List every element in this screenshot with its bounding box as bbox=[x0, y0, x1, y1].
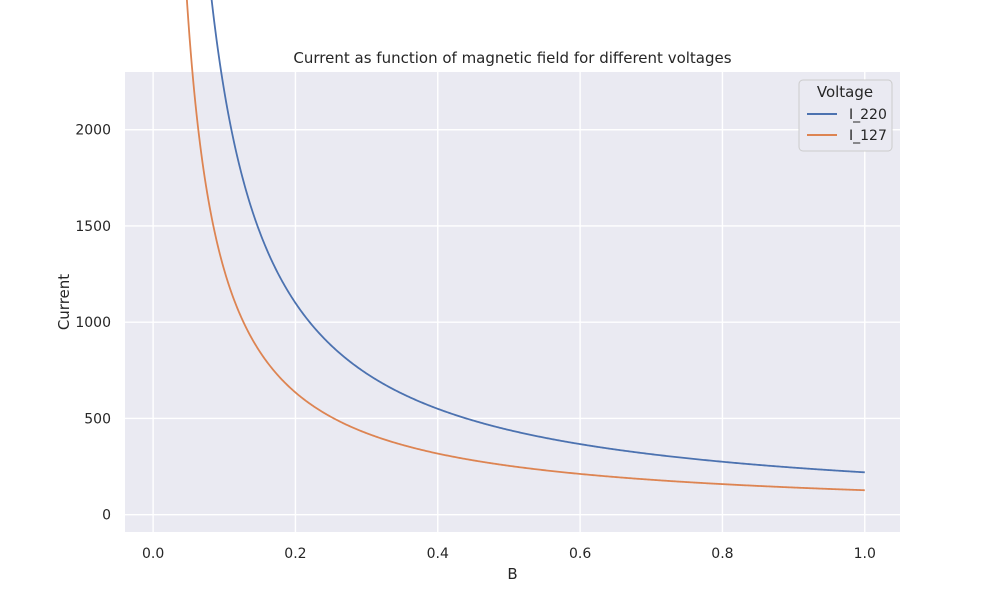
y-tick-labels: 0 500 1000 1500 2000 bbox=[75, 123, 111, 524]
series-line-i-127 bbox=[186, 0, 865, 492]
y-tick-label: 1500 bbox=[75, 219, 111, 235]
y-tick-label: 500 bbox=[84, 411, 111, 427]
y-axis-label: Current bbox=[55, 274, 73, 330]
chart-title: Current as function of magnetic field fo… bbox=[293, 49, 731, 67]
y-tick-label: 1000 bbox=[75, 315, 111, 331]
x-tick-label: 0.6 bbox=[569, 546, 591, 562]
x-tick-label: 0.0 bbox=[142, 546, 164, 562]
x-tick-labels: 0.0 0.2 0.4 0.6 0.8 1.0 bbox=[142, 546, 876, 562]
y-tick-label: 0 bbox=[102, 508, 111, 524]
legend: Voltage I_220 I_127 bbox=[798, 79, 893, 152]
y-tick-label: 2000 bbox=[75, 123, 111, 139]
plot-area bbox=[125, 72, 900, 532]
legend-label-i-127: I_127 bbox=[849, 128, 887, 144]
series-lines bbox=[186, 0, 865, 492]
series-line-i-220 bbox=[210, 0, 865, 474]
x-tick-label: 1.0 bbox=[854, 546, 876, 562]
legend-label-i-220: I_220 bbox=[849, 107, 887, 123]
x-tick-label: 0.4 bbox=[427, 546, 449, 562]
x-tick-label: 0.2 bbox=[284, 546, 306, 562]
legend-title: Voltage bbox=[817, 83, 873, 101]
x-axis-label: B bbox=[507, 565, 517, 583]
x-tick-label: 0.8 bbox=[711, 546, 733, 562]
legend-box bbox=[798, 79, 893, 152]
